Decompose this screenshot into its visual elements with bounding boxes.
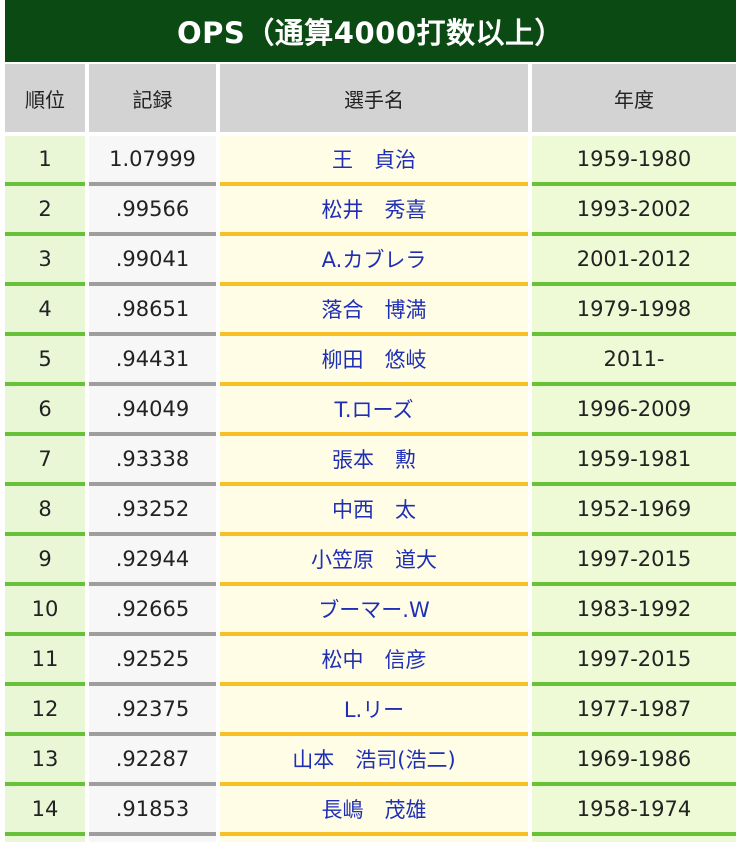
rank-cell: 3 xyxy=(5,236,85,286)
record-cell: .92287 xyxy=(89,736,216,786)
years-cell: 1993-2002 xyxy=(532,186,736,236)
player-link[interactable]: 松井 秀喜 xyxy=(220,186,528,236)
rank-cell: 5 xyxy=(5,336,85,386)
rank-cell: 14 xyxy=(5,786,85,836)
years-cell: 1958-1974 xyxy=(532,786,736,836)
header-record: 記録 xyxy=(89,64,216,136)
record-cell: .92525 xyxy=(89,636,216,686)
player-link[interactable]: 落合 博満 xyxy=(220,286,528,336)
record-cell: .94431 xyxy=(89,336,216,386)
years-cell: 1997-2015 xyxy=(532,536,736,586)
record-cell: .91853 xyxy=(89,786,216,836)
years-cell: 1977-1987 xyxy=(532,686,736,736)
years-cell: 1959-1980 xyxy=(532,136,736,186)
years-cell: 1969-1986 xyxy=(532,736,736,786)
rank-cell: 12 xyxy=(5,686,85,736)
player-link[interactable]: 小笠原 道大 xyxy=(220,536,528,586)
rank-cell: 10 xyxy=(5,586,85,636)
player-link[interactable]: 王 貞治 xyxy=(220,136,528,186)
record-cell: .94049 xyxy=(89,386,216,436)
record-cell: .92375 xyxy=(89,686,216,736)
years-cell: 2011- xyxy=(532,336,736,386)
table-row: 12 .92375 L.リー 1977-1987 xyxy=(5,686,736,736)
player-link[interactable]: T.ローズ xyxy=(220,386,528,436)
rank-cell: 2 xyxy=(5,186,85,236)
record-cell: .99041 xyxy=(89,236,216,286)
player-link[interactable]: 松中 信彦 xyxy=(220,636,528,686)
table-row: 5 .94431 柳田 悠岐 2011- xyxy=(5,336,736,386)
player-link[interactable]: ブーマー.W xyxy=(220,586,528,636)
table-row: 10 .92665 ブーマー.W 1983-1992 xyxy=(5,586,736,636)
record-cell: .98651 xyxy=(89,286,216,336)
header-player: 選手名 xyxy=(220,64,528,136)
player-link[interactable]: A.カブレラ xyxy=(220,236,528,286)
table-row: 3 .99041 A.カブレラ 2001-2012 xyxy=(5,236,736,286)
header-years: 年度 xyxy=(532,64,736,136)
table-row: 9 .92944 小笠原 道大 1997-2015 xyxy=(5,536,736,586)
years-cell: 1959-1981 xyxy=(532,436,736,486)
table-row: 4 .98651 落合 博満 1979-1998 xyxy=(5,286,736,336)
record-cell: .93252 xyxy=(89,486,216,536)
years-cell: 1952-1969 xyxy=(532,486,736,536)
years-cell: 1996-2009 xyxy=(532,386,736,436)
record-cell: .99566 xyxy=(89,186,216,236)
table-row: 6 .94049 T.ローズ 1996-2009 xyxy=(5,386,736,436)
player-link[interactable]: 中西 太 xyxy=(220,486,528,536)
player-link[interactable]: 柳田 悠岐 xyxy=(220,336,528,386)
player-cell xyxy=(220,836,528,842)
header-rank: 順位 xyxy=(5,64,85,136)
record-cell: .93338 xyxy=(89,436,216,486)
rank-cell: 4 xyxy=(5,286,85,336)
rank-cell: 9 xyxy=(5,536,85,586)
table-row: 2 .99566 松井 秀喜 1993-2002 xyxy=(5,186,736,236)
table-title: OPS（通算4000打数以上） xyxy=(5,0,736,62)
ops-ranking-table: 順位 記録 選手名 年度 1 1.07999 王 貞治 1959-1980 2 … xyxy=(1,64,740,842)
table-header: 順位 記録 選手名 年度 xyxy=(5,64,736,136)
player-link[interactable]: L.リー xyxy=(220,686,528,736)
table-row: 8 .93252 中西 太 1952-1969 xyxy=(5,486,736,536)
table-row-cutoff xyxy=(5,836,736,842)
header-row: 順位 記録 選手名 年度 xyxy=(5,64,736,136)
table-body: 1 1.07999 王 貞治 1959-1980 2 .99566 松井 秀喜 … xyxy=(5,136,736,842)
record-cell: .92665 xyxy=(89,586,216,636)
table-row: 14 .91853 長嶋 茂雄 1958-1974 xyxy=(5,786,736,836)
years-cell: 1983-1992 xyxy=(532,586,736,636)
record-cell: 1.07999 xyxy=(89,136,216,186)
record-cell xyxy=(89,836,216,842)
rank-cell: 6 xyxy=(5,386,85,436)
record-cell: .92944 xyxy=(89,536,216,586)
player-link[interactable]: 長嶋 茂雄 xyxy=(220,786,528,836)
table-row: 7 .93338 張本 勲 1959-1981 xyxy=(5,436,736,486)
table-row: 11 .92525 松中 信彦 1997-2015 xyxy=(5,636,736,686)
rank-cell: 13 xyxy=(5,736,85,786)
player-link[interactable]: 山本 浩司(浩二) xyxy=(220,736,528,786)
rank-cell: 11 xyxy=(5,636,85,686)
rank-cell xyxy=(5,836,85,842)
table-row: 13 .92287 山本 浩司(浩二) 1969-1986 xyxy=(5,736,736,786)
rank-cell: 7 xyxy=(5,436,85,486)
rank-cell: 8 xyxy=(5,486,85,536)
table-row: 1 1.07999 王 貞治 1959-1980 xyxy=(5,136,736,186)
years-cell: 1997-2015 xyxy=(532,636,736,686)
years-cell xyxy=(532,836,736,842)
years-cell: 2001-2012 xyxy=(532,236,736,286)
rank-cell: 1 xyxy=(5,136,85,186)
years-cell: 1979-1998 xyxy=(532,286,736,336)
player-link[interactable]: 張本 勲 xyxy=(220,436,528,486)
